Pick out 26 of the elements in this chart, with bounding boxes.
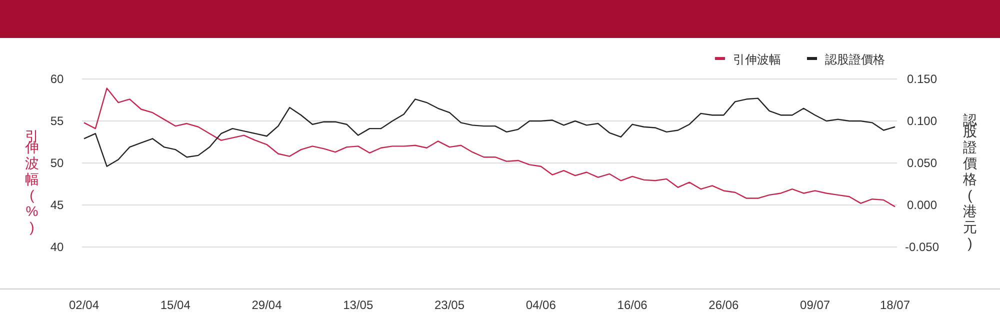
y2-tick-label: 0.050 [906, 156, 938, 170]
y-tick-label: 55 [50, 114, 64, 128]
x-tick-label: 04/06 [526, 298, 556, 312]
x-tick-label: 18/07 [880, 298, 910, 312]
y-tick-label: 40 [50, 240, 64, 254]
y2-tick-label: 0.000 [906, 198, 938, 212]
x-tick-label: 16/06 [617, 298, 648, 312]
line-series [83, 98, 896, 167]
x-tick-label: 29/04 [252, 298, 282, 312]
x-tick-label: 02/04 [68, 298, 100, 312]
x-tick-label: 15/04 [160, 298, 191, 312]
legend-label: 引伸波幅 [733, 52, 781, 67]
x-tick-label: 26/06 [708, 298, 739, 312]
x-tick-label: 13/05 [343, 298, 374, 312]
y-tick-label: 45 [50, 198, 64, 212]
y-tick-label: 60 [50, 72, 64, 86]
y-tick-label: 50 [50, 156, 64, 170]
text: 認股證價格(港元) [963, 112, 977, 251]
y2-tick-label: 0.150 [906, 72, 938, 86]
x-tick-label: 09/07 [800, 298, 830, 312]
y2-tick-label: -0.050 [904, 240, 940, 254]
y2-tick-label: 0.100 [906, 114, 938, 128]
x-tick-label: 23/05 [434, 298, 465, 312]
line-series [83, 88, 896, 208]
legend-label: 認股證價格 [825, 52, 885, 67]
y-axis-title: 引伸波幅(%) [24, 128, 39, 235]
